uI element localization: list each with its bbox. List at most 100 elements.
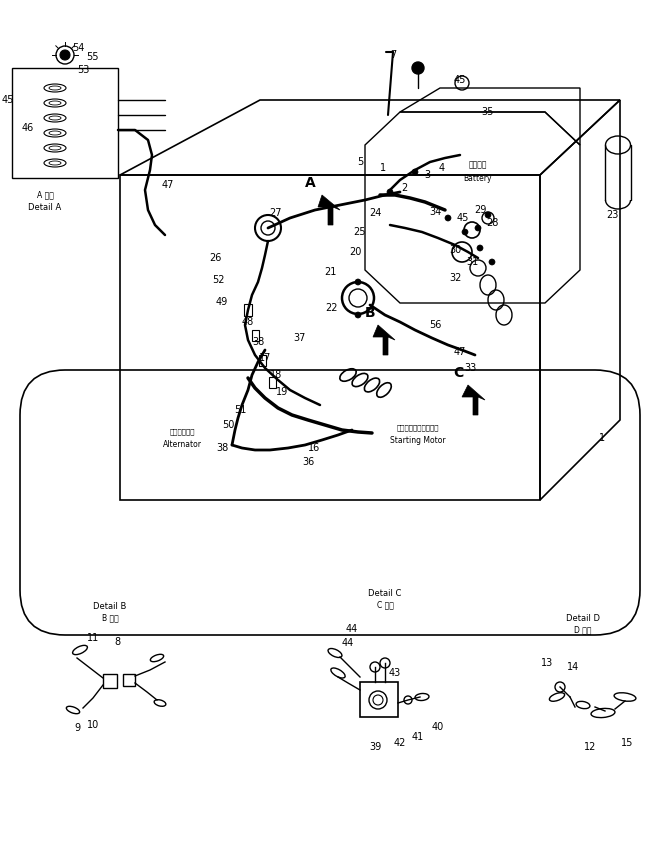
Bar bbox=[360, 682, 398, 717]
Text: 1: 1 bbox=[599, 433, 605, 443]
Text: 33: 33 bbox=[464, 363, 476, 373]
Text: C: C bbox=[453, 366, 463, 380]
Text: 16: 16 bbox=[308, 443, 320, 453]
Text: 35: 35 bbox=[481, 107, 493, 117]
Bar bbox=[268, 377, 275, 387]
Text: A: A bbox=[304, 176, 316, 190]
Text: 12: 12 bbox=[584, 742, 596, 752]
Text: 14: 14 bbox=[567, 662, 579, 672]
Text: 47: 47 bbox=[454, 347, 466, 357]
Text: 15: 15 bbox=[621, 738, 633, 748]
Text: 3: 3 bbox=[424, 170, 430, 180]
Text: 22: 22 bbox=[326, 303, 338, 313]
Circle shape bbox=[485, 212, 491, 218]
Text: B: B bbox=[364, 306, 376, 320]
Circle shape bbox=[412, 169, 418, 175]
Bar bbox=[103, 674, 117, 688]
Text: 17: 17 bbox=[259, 353, 272, 363]
Text: スターティングモータ: スターティングモータ bbox=[397, 424, 440, 431]
Text: 4: 4 bbox=[439, 163, 445, 173]
Text: C 詳細: C 詳細 bbox=[376, 601, 393, 610]
Text: 51: 51 bbox=[234, 405, 246, 415]
Text: 47: 47 bbox=[162, 180, 174, 190]
Text: 34: 34 bbox=[429, 207, 441, 217]
Text: 50: 50 bbox=[222, 420, 234, 430]
Text: 13: 13 bbox=[541, 658, 553, 668]
Text: D 詳細: D 詳細 bbox=[574, 625, 592, 634]
Circle shape bbox=[355, 312, 361, 318]
Text: Battery: Battery bbox=[464, 174, 492, 182]
Text: 54: 54 bbox=[72, 43, 84, 53]
Text: 31: 31 bbox=[466, 257, 478, 267]
Text: 52: 52 bbox=[212, 275, 224, 285]
Text: 8: 8 bbox=[114, 637, 120, 647]
Text: 19: 19 bbox=[276, 387, 288, 397]
Text: 21: 21 bbox=[324, 267, 336, 277]
Bar bbox=[123, 674, 135, 686]
Text: 46: 46 bbox=[22, 123, 34, 133]
Text: 6: 6 bbox=[412, 63, 418, 73]
Text: 1: 1 bbox=[380, 163, 386, 173]
Text: 53: 53 bbox=[77, 65, 89, 75]
Text: 10: 10 bbox=[87, 720, 99, 730]
Text: 27: 27 bbox=[269, 208, 281, 218]
Circle shape bbox=[355, 279, 361, 285]
Circle shape bbox=[445, 215, 451, 221]
Text: Starting Motor: Starting Motor bbox=[390, 435, 445, 445]
Text: 23: 23 bbox=[606, 210, 618, 220]
Text: 24: 24 bbox=[369, 208, 381, 218]
Text: 20: 20 bbox=[349, 247, 361, 257]
Text: Detail A: Detail A bbox=[28, 202, 62, 212]
Bar bbox=[244, 304, 252, 316]
Text: 44: 44 bbox=[346, 624, 358, 634]
Text: オルタネータ: オルタネータ bbox=[169, 429, 195, 435]
Text: 18: 18 bbox=[270, 370, 282, 380]
Text: A 詳細: A 詳細 bbox=[36, 191, 53, 200]
Circle shape bbox=[477, 245, 483, 251]
Text: 26: 26 bbox=[209, 253, 221, 263]
Text: 38: 38 bbox=[216, 443, 228, 453]
Text: B 詳細: B 詳細 bbox=[101, 613, 119, 623]
Text: 42: 42 bbox=[394, 738, 406, 748]
Polygon shape bbox=[373, 325, 395, 355]
Text: 41: 41 bbox=[412, 732, 424, 742]
Text: 2: 2 bbox=[401, 183, 407, 193]
Text: 48: 48 bbox=[242, 317, 254, 327]
Text: 9: 9 bbox=[74, 723, 80, 733]
Circle shape bbox=[60, 50, 70, 60]
Text: 5: 5 bbox=[357, 157, 363, 167]
Text: 29: 29 bbox=[474, 205, 486, 215]
Text: Detail C: Detail C bbox=[368, 589, 402, 597]
Text: 38: 38 bbox=[252, 337, 264, 347]
Text: 39: 39 bbox=[369, 742, 381, 752]
Text: 37: 37 bbox=[294, 333, 306, 343]
Text: Detail B: Detail B bbox=[94, 601, 127, 611]
Text: バッテリ: バッテリ bbox=[469, 160, 487, 169]
Text: Detail D: Detail D bbox=[566, 613, 600, 623]
Text: 28: 28 bbox=[486, 218, 498, 228]
Text: 56: 56 bbox=[429, 320, 441, 330]
Bar bbox=[252, 329, 258, 340]
Circle shape bbox=[412, 62, 424, 74]
Bar bbox=[258, 355, 266, 366]
Circle shape bbox=[387, 189, 393, 195]
Text: 36: 36 bbox=[302, 457, 314, 467]
Text: Alternator: Alternator bbox=[163, 440, 202, 449]
Text: 30: 30 bbox=[449, 245, 461, 255]
Circle shape bbox=[462, 229, 468, 235]
Text: 11: 11 bbox=[87, 633, 99, 643]
Text: 40: 40 bbox=[432, 722, 444, 732]
Polygon shape bbox=[318, 195, 340, 225]
Text: 45: 45 bbox=[2, 95, 14, 105]
Text: 43: 43 bbox=[389, 668, 401, 678]
Text: 45: 45 bbox=[454, 75, 466, 85]
Polygon shape bbox=[462, 385, 485, 415]
Text: 49: 49 bbox=[216, 297, 228, 307]
Text: 25: 25 bbox=[354, 227, 366, 237]
Text: 45: 45 bbox=[457, 213, 469, 223]
Text: 7: 7 bbox=[390, 50, 396, 60]
FancyBboxPatch shape bbox=[20, 370, 640, 635]
Text: 55: 55 bbox=[86, 52, 98, 62]
Text: 32: 32 bbox=[449, 273, 461, 283]
Text: 44: 44 bbox=[342, 638, 354, 648]
